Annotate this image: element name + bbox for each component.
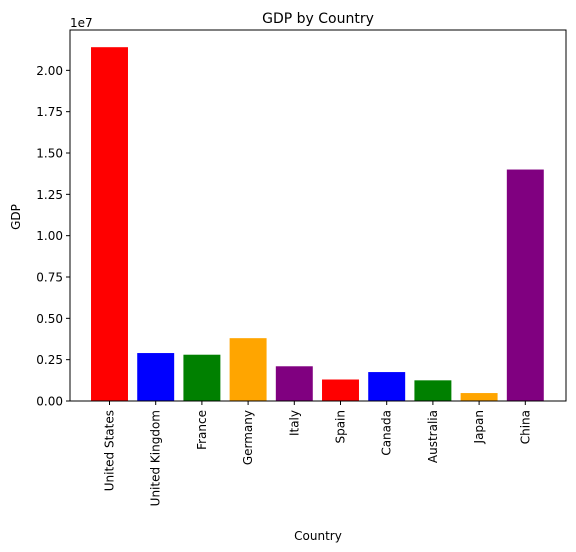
y-tick-label: 1.75: [36, 105, 63, 119]
y-tick-label: 2.00: [36, 64, 63, 78]
y-tick-label: 1.25: [36, 188, 63, 202]
x-tick-label: Canada: [380, 410, 394, 456]
chart-title: GDP by Country: [262, 11, 374, 27]
bar-italy: [275, 366, 313, 401]
x-tick-label: China: [518, 410, 532, 444]
bar-australia: [414, 380, 452, 401]
y-tick-label: 0.25: [36, 353, 63, 367]
x-tick-label: Japan: [472, 410, 486, 444]
bars-group: [91, 47, 544, 401]
y-axis-ticks: 0.00 0.25 0.50 0.75 1.00 1.25 1.50 1.75 2.00: [36, 64, 70, 409]
plot-frame: [69, 29, 567, 402]
y-tick-label: 0.00: [36, 395, 63, 409]
bar-canada: [368, 372, 406, 401]
y-tick-label: 1.00: [36, 229, 63, 243]
x-tick-label: Germany: [241, 410, 255, 465]
bar-japan: [460, 393, 498, 401]
bar-united-kingdom: [137, 353, 175, 401]
bar-spain: [322, 379, 359, 401]
y-axis-offset-text: 1e7: [70, 16, 93, 30]
y-axis-label: GDP: [9, 204, 23, 230]
x-tick-label: Italy: [287, 410, 301, 436]
bar-germany: [229, 338, 267, 401]
y-tick-label: 1.50: [36, 147, 63, 161]
x-axis-label: Country: [294, 529, 342, 543]
x-tick-label: United States: [103, 410, 117, 491]
y-tick-label: 0.50: [36, 312, 63, 326]
x-tick-label: Australia: [426, 410, 440, 463]
bar-france: [183, 354, 221, 401]
x-tick-label: France: [195, 410, 209, 450]
x-tick-label: Spain: [334, 410, 348, 444]
y-tick-label: 0.75: [36, 271, 63, 285]
bar-united-states: [91, 47, 128, 401]
x-tick-label: United Kingdom: [149, 410, 163, 506]
bar-china: [506, 169, 544, 401]
x-axis-ticks: United States United Kingdom France Germany…: [103, 401, 532, 506]
